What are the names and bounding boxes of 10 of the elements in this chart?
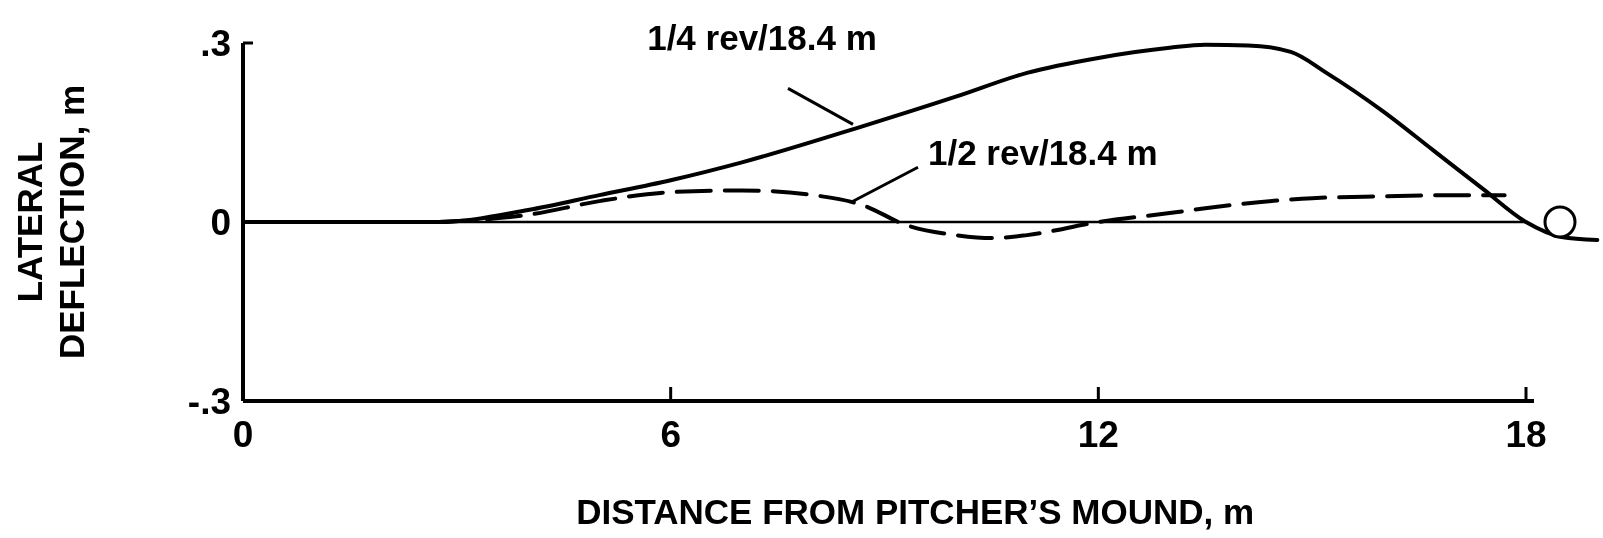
x-tick-label: 6 — [660, 414, 681, 455]
x-tick-label: 18 — [1505, 414, 1547, 455]
annotation: 1/2 rev/18.4 m — [927, 133, 1158, 173]
y-tick-label: 0 — [210, 202, 231, 243]
y-axis-title: LATERAL DEFLECTION, m — [10, 84, 91, 360]
annotation: 1/4 rev/18.4 m — [647, 18, 877, 58]
y-tick-label: .3 — [200, 23, 231, 64]
x-axis-title: DISTANCE FROM PITCHER’S MOUND, m — [576, 492, 1255, 531]
y-tick-label: -.3 — [187, 381, 231, 422]
x-tick-label: 12 — [1077, 414, 1119, 455]
